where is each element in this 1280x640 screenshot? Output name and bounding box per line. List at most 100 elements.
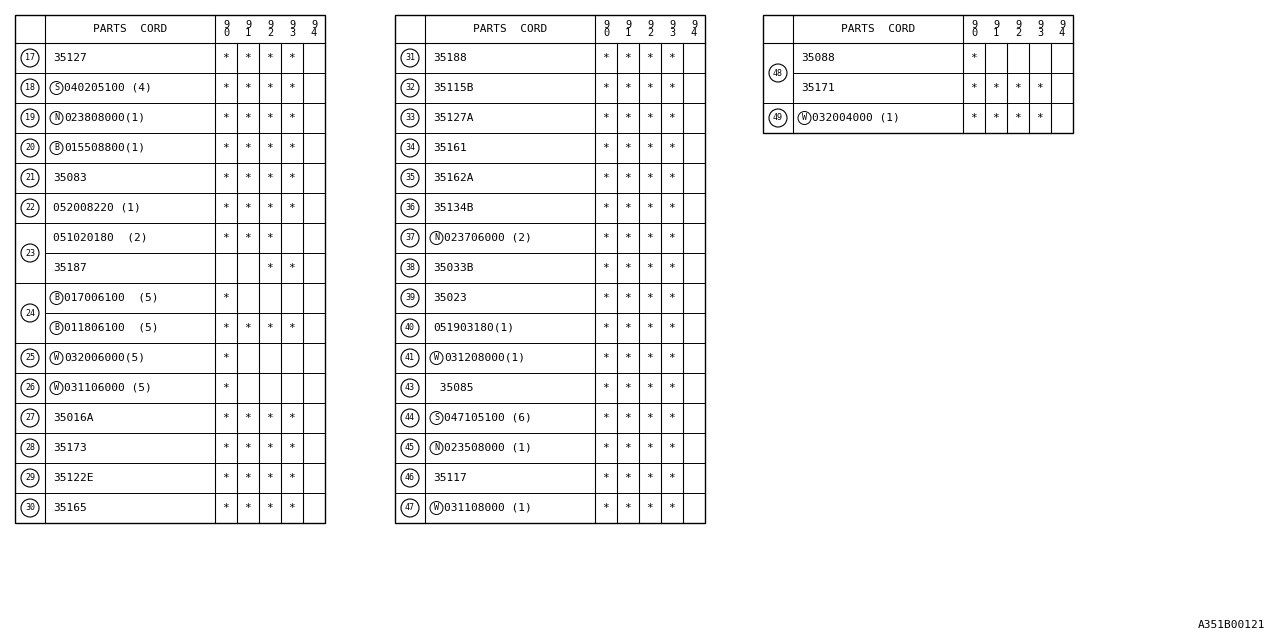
Text: W: W	[434, 353, 439, 362]
Text: 9
3: 9 3	[1037, 20, 1043, 38]
Text: *: *	[668, 353, 676, 363]
Text: 051903180(1): 051903180(1)	[433, 323, 515, 333]
Text: *: *	[223, 203, 229, 213]
Text: *: *	[603, 473, 609, 483]
Text: *: *	[603, 173, 609, 183]
Text: 9
3: 9 3	[289, 20, 296, 38]
Text: *: *	[668, 443, 676, 453]
Text: 24: 24	[26, 308, 35, 317]
Text: *: *	[668, 323, 676, 333]
Text: *: *	[223, 353, 229, 363]
Text: 052008220 (1): 052008220 (1)	[52, 203, 141, 213]
Text: *: *	[266, 83, 274, 93]
Text: *: *	[625, 143, 631, 153]
Text: *: *	[288, 173, 296, 183]
Text: 35127: 35127	[52, 53, 87, 63]
Text: *: *	[223, 143, 229, 153]
Text: 023808000(1): 023808000(1)	[64, 113, 145, 123]
Text: *: *	[646, 173, 653, 183]
Text: *: *	[223, 173, 229, 183]
Text: 9
2: 9 2	[266, 20, 273, 38]
Text: *: *	[603, 323, 609, 333]
Text: 051020180  (2): 051020180 (2)	[52, 233, 147, 243]
Text: 9
2: 9 2	[1015, 20, 1021, 38]
Text: *: *	[603, 53, 609, 63]
Text: *: *	[603, 263, 609, 273]
Text: *: *	[266, 53, 274, 63]
Text: 35171: 35171	[801, 83, 835, 93]
Text: *: *	[603, 443, 609, 453]
Text: 9
2: 9 2	[646, 20, 653, 38]
Text: *: *	[646, 443, 653, 453]
Text: B: B	[54, 143, 59, 152]
Text: *: *	[625, 233, 631, 243]
Text: *: *	[603, 113, 609, 123]
Text: 015508800(1): 015508800(1)	[64, 143, 145, 153]
Text: *: *	[244, 203, 251, 213]
Text: *: *	[625, 203, 631, 213]
Text: *: *	[266, 443, 274, 453]
Text: *: *	[266, 173, 274, 183]
Text: 26: 26	[26, 383, 35, 392]
Text: *: *	[625, 503, 631, 513]
Text: *: *	[266, 263, 274, 273]
Text: 44: 44	[404, 413, 415, 422]
Text: W: W	[54, 353, 59, 362]
Text: 35173: 35173	[52, 443, 87, 453]
Text: W: W	[803, 113, 806, 122]
Text: *: *	[668, 113, 676, 123]
Text: *: *	[1015, 113, 1021, 123]
Text: *: *	[646, 83, 653, 93]
Text: *: *	[288, 203, 296, 213]
Text: 35016A: 35016A	[52, 413, 93, 423]
Text: 9
0: 9 0	[603, 20, 609, 38]
Text: 33: 33	[404, 113, 415, 122]
Text: 032004000 (1): 032004000 (1)	[812, 113, 900, 123]
Text: *: *	[625, 473, 631, 483]
Text: 040205100 (4): 040205100 (4)	[64, 83, 152, 93]
Text: *: *	[266, 473, 274, 483]
Text: 017006100  (5): 017006100 (5)	[64, 293, 159, 303]
Text: 31: 31	[404, 54, 415, 63]
Text: *: *	[668, 203, 676, 213]
Text: N: N	[434, 234, 439, 243]
Text: *: *	[244, 443, 251, 453]
Text: *: *	[223, 323, 229, 333]
Text: *: *	[625, 83, 631, 93]
Text: *: *	[288, 143, 296, 153]
Text: N: N	[434, 444, 439, 452]
Text: *: *	[625, 353, 631, 363]
Text: *: *	[668, 473, 676, 483]
Text: *: *	[625, 383, 631, 393]
Text: 35117: 35117	[433, 473, 467, 483]
Text: 9
4: 9 4	[1059, 20, 1065, 38]
Bar	[763, 15, 1073, 133]
Text: *: *	[288, 413, 296, 423]
Text: *: *	[603, 143, 609, 153]
Text: *: *	[603, 293, 609, 303]
Text: *: *	[223, 503, 229, 513]
Text: 18: 18	[26, 83, 35, 93]
Text: *: *	[244, 473, 251, 483]
Text: PARTS  CORD: PARTS CORD	[841, 24, 915, 34]
Text: 023706000 (2): 023706000 (2)	[444, 233, 531, 243]
Text: *: *	[223, 443, 229, 453]
Text: *: *	[288, 113, 296, 123]
Text: *: *	[668, 173, 676, 183]
Text: *: *	[288, 83, 296, 93]
Text: *: *	[223, 413, 229, 423]
Text: *: *	[266, 323, 274, 333]
Text: *: *	[223, 233, 229, 243]
Text: *: *	[646, 503, 653, 513]
Text: *: *	[625, 413, 631, 423]
Text: *: *	[668, 293, 676, 303]
Text: *: *	[266, 143, 274, 153]
Text: 43: 43	[404, 383, 415, 392]
Text: *: *	[244, 113, 251, 123]
Text: 41: 41	[404, 353, 415, 362]
Text: *: *	[244, 323, 251, 333]
Text: *: *	[646, 293, 653, 303]
Text: 031106000 (5): 031106000 (5)	[64, 383, 152, 393]
Text: *: *	[1037, 113, 1043, 123]
Text: *: *	[603, 383, 609, 393]
